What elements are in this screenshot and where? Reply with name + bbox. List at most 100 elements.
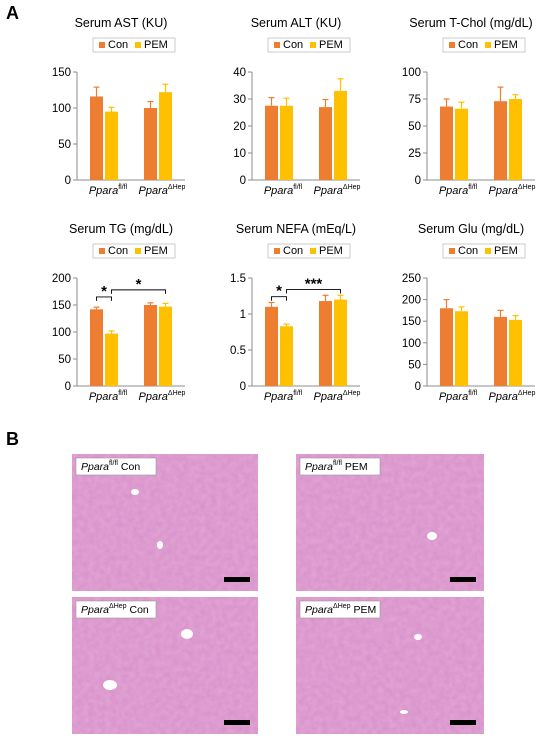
y-tick-label: 25 — [408, 148, 421, 160]
chart-5: Serum NEFA (mEq/L)Con PEM00.511.5Pparafl/… — [230, 222, 361, 403]
y-tick-label: 30 — [233, 94, 246, 106]
y-tick-label: 100 — [52, 327, 71, 339]
label-gene: Ppara — [314, 391, 343, 403]
panel-a-label: A — [6, 3, 19, 23]
histology-label-box — [299, 600, 381, 619]
chart-title: Serum T-Chol (mg/dL) — [409, 16, 532, 30]
chart-legend: Con PEM — [442, 37, 526, 53]
category-superscript: fl/fl — [118, 184, 127, 191]
legend-swatch-con — [274, 248, 280, 254]
histology-panel-2: Pparafl/fl PEM — [296, 454, 484, 591]
bar-pem-2 — [334, 299, 347, 386]
category-superscript: fl/fl — [468, 390, 477, 397]
histology-label-box — [75, 600, 157, 619]
legend-swatch-con — [99, 42, 105, 48]
legend-label-con: Con — [283, 245, 303, 257]
bar-pem-1 — [105, 111, 118, 180]
scale-bar — [450, 577, 476, 582]
chart-title: Serum TG (mg/dL) — [69, 222, 173, 236]
histology-label-text: Pparafl/fl PEM — [305, 460, 368, 473]
category-superscript: ΔHep — [518, 184, 536, 191]
bar-pem-1 — [455, 311, 468, 386]
tissue-texture — [72, 597, 258, 734]
category-label: PparaΔHep — [314, 184, 361, 197]
label-gene: Ppara — [139, 391, 168, 403]
vessel-lumen — [157, 541, 163, 549]
bar-pem-2 — [334, 90, 347, 180]
legend-swatch-con — [449, 248, 455, 254]
legend-swatch-con — [274, 42, 280, 48]
category-label: Pparafl/fl — [439, 184, 478, 197]
label-condition: PEM — [351, 604, 377, 616]
category-label: PparaΔHep — [139, 390, 186, 403]
bar-pem-2 — [159, 306, 172, 386]
significance-stars: *** — [305, 276, 323, 293]
histology-label: Pparafl/fl Con — [75, 457, 157, 476]
y-tick-label: 100 — [52, 103, 71, 115]
legend-label-pem: PEM — [494, 245, 518, 257]
chart-6: Serum Glu (mg/dL) Con PEM 0 50 100 150 200 250 Pp… — [402, 222, 536, 403]
category-label: PparaΔHep — [489, 184, 536, 197]
histology-label: PparaΔHep PEM — [299, 600, 381, 619]
bar-pem-2 — [509, 319, 522, 386]
y-tick-label: 0 — [240, 175, 246, 187]
bar-con-2 — [494, 316, 507, 386]
label-gene: Ppara — [89, 185, 118, 197]
label-gene: Ppara — [305, 604, 333, 616]
tissue-texture — [72, 454, 258, 591]
chart-3: Serum T-Chol (mg/dL) Con PEM 0 25 50 75 100 Ppar… — [402, 16, 536, 197]
legend-box — [442, 243, 526, 259]
significance-stars: * — [136, 276, 142, 293]
vessel-lumen — [103, 680, 117, 690]
label-gene: Ppara — [81, 604, 109, 616]
tissue-texture — [296, 597, 484, 734]
histology-panel-4: PparaΔHep PEM — [296, 597, 484, 734]
histology-label-text: PparaΔHep PEM — [305, 603, 376, 616]
y-tick-label: 75 — [408, 94, 421, 106]
category-superscript: ΔHep — [168, 184, 186, 191]
y-tick-label: 200 — [52, 273, 71, 285]
category-superscript: fl/fl — [468, 184, 477, 191]
category-label: Pparafl/fl — [89, 184, 128, 197]
legend-box — [442, 37, 526, 53]
histology-label-box — [299, 457, 381, 476]
category-label: PparaΔHep — [489, 390, 536, 403]
legend-swatch-pem — [485, 42, 491, 48]
legend-swatch-pem — [485, 248, 491, 254]
histology-label-superscript: ΔHep — [109, 603, 127, 610]
vessel-lumen — [427, 532, 437, 540]
vessel-lumen — [181, 629, 193, 639]
bar-con-2 — [319, 107, 332, 180]
bar-pem-1 — [280, 105, 293, 180]
chart-legend: Con PEM — [92, 243, 176, 259]
legend-swatch-pem — [310, 42, 316, 48]
chart-4: Serum TG (mg/dL)Con PEM050100150200Pparaf… — [52, 222, 186, 403]
vessel-lumen — [414, 634, 422, 640]
bar-con-2 — [319, 301, 332, 386]
significance-bracket — [96, 296, 112, 301]
vessel-lumen — [131, 489, 139, 495]
legend-swatch-pem — [135, 248, 141, 254]
y-tick-label: 0.5 — [230, 345, 246, 357]
legend-label-pem: PEM — [144, 245, 168, 257]
legend-swatch-pem — [310, 248, 316, 254]
tissue-texture — [296, 454, 484, 591]
significance-bracket — [286, 289, 341, 294]
category-label: Pparafl/fl — [264, 390, 303, 403]
y-tick-label: 10 — [233, 148, 246, 160]
category-label: Pparafl/fl — [264, 184, 303, 197]
bar-con-1 — [440, 308, 453, 386]
y-tick-label: 200 — [402, 295, 421, 307]
category-superscript: ΔHep — [343, 390, 361, 397]
bar-pem-1 — [455, 108, 468, 180]
category-superscript: fl/fl — [293, 184, 302, 191]
legend-box — [92, 37, 176, 53]
bar-con-2 — [144, 108, 157, 180]
bar-pem-1 — [105, 333, 118, 386]
y-tick-label: 1.5 — [230, 273, 246, 285]
y-tick-label: 50 — [58, 139, 71, 151]
chart-title: Serum ALT (KU) — [251, 16, 342, 30]
